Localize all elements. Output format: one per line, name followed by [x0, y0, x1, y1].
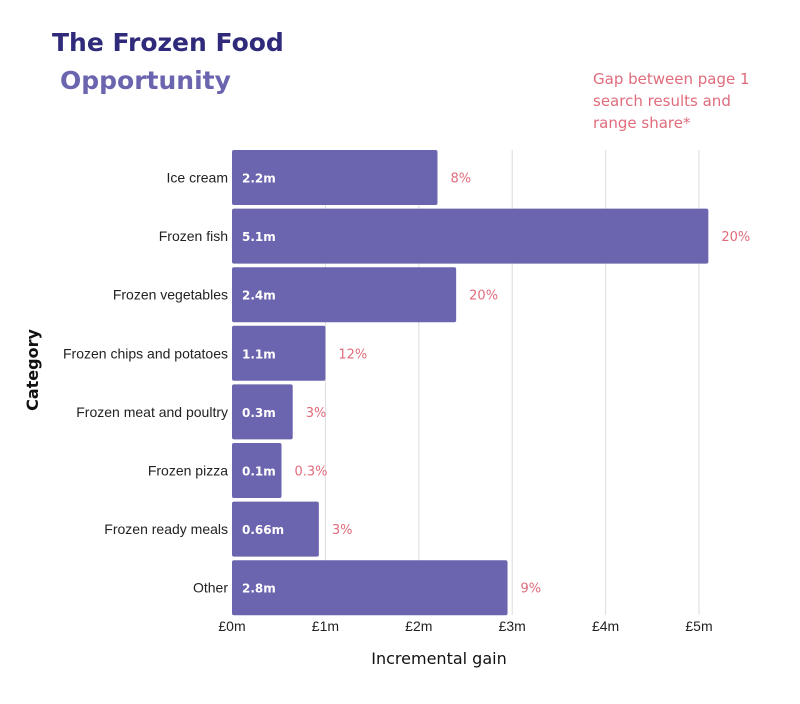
bar-percent-label: 3%	[306, 406, 327, 421]
bar-percent-label: 9%	[521, 582, 542, 597]
bar	[232, 325, 326, 381]
bar	[232, 208, 709, 264]
bar	[232, 267, 457, 323]
chart-title-line2: Opportunity	[60, 66, 231, 95]
x-tick-label: £2m	[405, 618, 432, 634]
bar-value-label: 2.2m	[242, 172, 276, 186]
annotation-line-3: range share*	[593, 114, 691, 132]
x-tick-label: £0m	[218, 618, 245, 634]
bar-value-label: 2.4m	[242, 289, 276, 303]
annotation-text: Gap between page 1 search results and ra…	[593, 68, 783, 134]
bar-percent-label: 3%	[332, 523, 353, 538]
bar	[232, 560, 508, 616]
bar-percent-label: 8%	[450, 172, 471, 187]
x-tick-label: £4m	[592, 618, 619, 634]
bar-value-label: 0.1m	[242, 465, 276, 479]
bar	[232, 384, 293, 440]
bar-percent-label: 12%	[338, 347, 367, 362]
bar	[232, 443, 282, 498]
bar-percent-label: 20%	[721, 230, 750, 245]
bar-value-label: 0.66m	[242, 523, 284, 537]
category-label: Frozen vegetables	[113, 287, 228, 303]
bar-percent-label: 0.3%	[295, 465, 328, 480]
x-tick-label: £1m	[312, 618, 339, 634]
x-tick-label: £3m	[499, 618, 526, 634]
bar	[232, 501, 319, 557]
category-label: Frozen meat and poultry	[76, 404, 228, 420]
annotation-line-2: search results and	[593, 92, 731, 110]
category-label: Frozen chips and potatoes	[63, 345, 228, 361]
bar-percent-label: 20%	[469, 289, 498, 304]
bar-value-label: 2.8m	[242, 582, 276, 596]
bar-value-label: 0.3m	[242, 406, 276, 420]
category-label: Ice cream	[167, 170, 228, 186]
x-axis-title: Incremental gain	[371, 649, 506, 668]
category-label: Frozen pizza	[148, 463, 228, 479]
x-tick-label: £5m	[685, 618, 712, 634]
chart-title-line1: The Frozen Food	[52, 28, 284, 57]
bar-value-label: 5.1m	[242, 230, 276, 244]
category-label: Frozen fish	[159, 228, 228, 244]
y-axis-title: Category	[23, 329, 42, 411]
annotation-line-1: Gap between page 1	[593, 70, 750, 88]
bar-value-label: 1.1m	[242, 347, 276, 361]
category-label: Other	[193, 580, 228, 596]
bar	[232, 150, 438, 205]
category-label: Frozen ready meals	[104, 521, 228, 537]
